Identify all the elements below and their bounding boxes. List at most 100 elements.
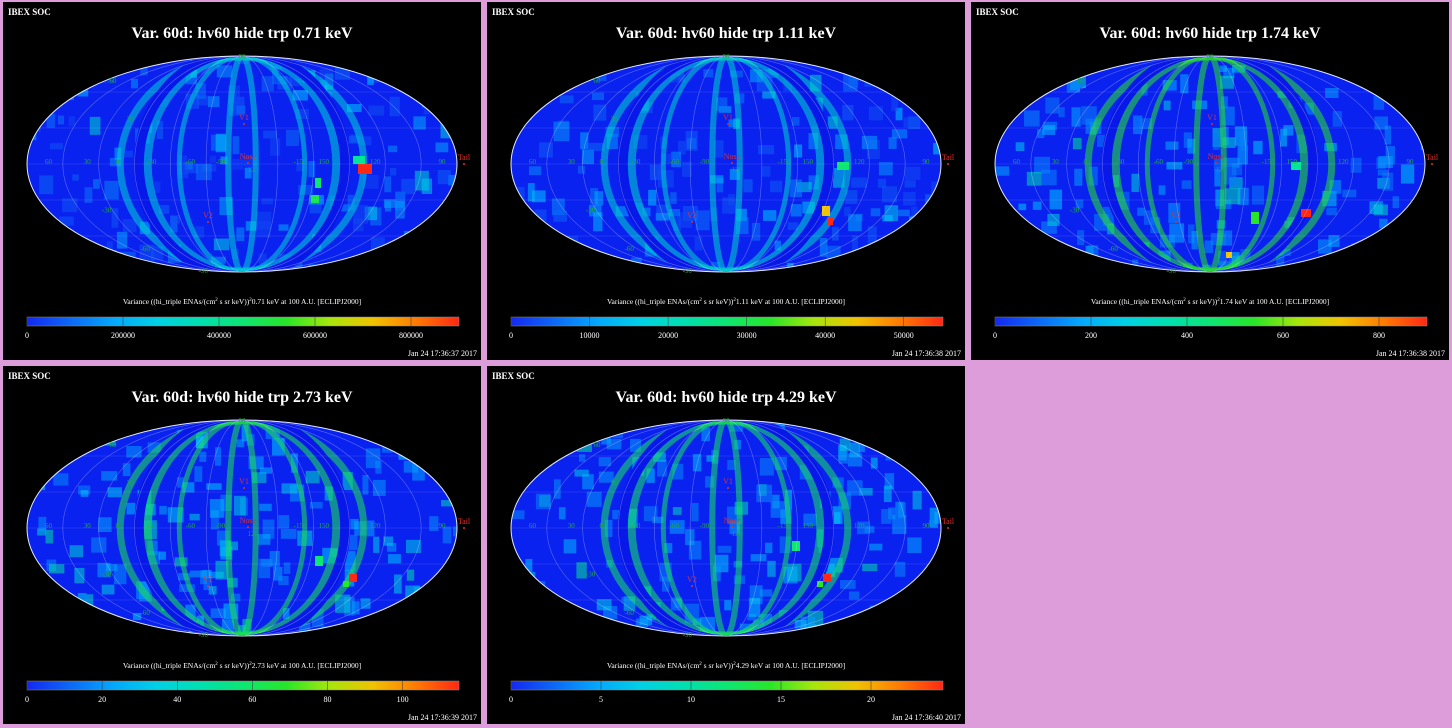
map-pixel bbox=[444, 633, 453, 636]
map-pixel bbox=[606, 133, 618, 150]
map-pixel bbox=[1304, 102, 1314, 115]
map-pixel bbox=[362, 174, 379, 189]
grid-meridian bbox=[1066, 56, 1354, 272]
map-pixel bbox=[705, 476, 715, 488]
map-pixel bbox=[706, 455, 715, 462]
map-pixel bbox=[1061, 254, 1076, 267]
map-pixel bbox=[899, 242, 906, 257]
colorbar-tick-label: 0 bbox=[509, 695, 513, 704]
map-pixel bbox=[621, 259, 634, 272]
map-pixel bbox=[27, 121, 37, 141]
map-pixel bbox=[747, 613, 757, 621]
map-pixel bbox=[122, 463, 131, 477]
map-pixel bbox=[410, 77, 419, 86]
map-pixel bbox=[199, 451, 207, 462]
map-pixel bbox=[888, 507, 896, 520]
hot-spot bbox=[1301, 209, 1311, 217]
marker-tail: Tail bbox=[458, 517, 471, 526]
map-pixel bbox=[389, 96, 400, 117]
lon-label: -30 bbox=[147, 158, 157, 166]
map-pixel bbox=[1391, 90, 1406, 99]
marker-nose: Nose bbox=[724, 152, 741, 161]
marker-dot bbox=[731, 162, 733, 164]
grid-meridian bbox=[1138, 56, 1282, 272]
grid-meridian bbox=[582, 420, 870, 636]
map-pixel bbox=[56, 83, 66, 94]
map-pixel bbox=[1369, 201, 1383, 215]
map-pixel bbox=[441, 500, 457, 507]
map-pixel bbox=[159, 205, 170, 214]
map-outline bbox=[26, 419, 458, 637]
map-pixel bbox=[527, 183, 535, 202]
map-pixel bbox=[1204, 240, 1214, 253]
marker-v1: V1 bbox=[239, 477, 249, 486]
map-pixel bbox=[1137, 207, 1145, 216]
lon-label: 0 bbox=[116, 158, 120, 166]
map-pixel bbox=[252, 472, 267, 483]
map-pixel bbox=[1012, 267, 1028, 272]
map-band bbox=[709, 420, 743, 636]
map-pixel bbox=[1369, 266, 1379, 272]
map-pixel bbox=[938, 617, 941, 628]
hot-spot bbox=[1291, 162, 1301, 170]
marker-v1: V1 bbox=[1207, 113, 1217, 122]
grid-meridian bbox=[1102, 56, 1318, 272]
map-pixel bbox=[430, 588, 443, 600]
map-pixel bbox=[361, 257, 375, 267]
grid-meridian bbox=[546, 56, 906, 272]
map-pixel bbox=[688, 540, 702, 560]
map-pixel bbox=[108, 250, 117, 266]
colorbar bbox=[510, 316, 944, 327]
grid-meridian bbox=[618, 56, 834, 272]
map-pixel bbox=[344, 551, 356, 571]
map-pixel bbox=[362, 474, 369, 495]
map-pixel bbox=[353, 218, 364, 232]
lat-label: 30 bbox=[127, 116, 135, 124]
map-pixel bbox=[1158, 185, 1166, 195]
map-pixel bbox=[694, 236, 703, 251]
map-pixel bbox=[593, 212, 603, 232]
lon-label: -90 bbox=[216, 158, 226, 166]
marker-dot bbox=[691, 585, 693, 587]
map-pixel bbox=[195, 435, 204, 449]
map-pixel bbox=[655, 212, 670, 221]
hot-spot bbox=[827, 217, 833, 225]
colorbar-tick-label: 10 bbox=[687, 695, 695, 704]
map-pixel bbox=[582, 474, 594, 490]
map-pixel bbox=[652, 516, 664, 524]
map-band bbox=[1193, 56, 1227, 272]
grid-meridian bbox=[689, 56, 763, 272]
map-pixel bbox=[563, 539, 577, 554]
map-gap bbox=[617, 420, 835, 636]
map-pixel bbox=[78, 485, 91, 495]
grid-meridian bbox=[134, 56, 350, 272]
map-pixel bbox=[285, 129, 300, 146]
map-pixel bbox=[1045, 97, 1060, 114]
lon-label: -90 bbox=[216, 522, 226, 530]
map-pixel bbox=[685, 529, 695, 546]
lat-label: -90 bbox=[1167, 267, 1177, 275]
map-pixel bbox=[728, 119, 741, 128]
lon-label: 90 bbox=[438, 522, 446, 530]
map-pixel bbox=[305, 470, 320, 484]
map-pixel bbox=[283, 562, 291, 574]
map-pixel bbox=[710, 175, 724, 184]
map-pixel bbox=[1009, 271, 1021, 272]
grid-meridian bbox=[170, 56, 314, 272]
map-pixel bbox=[91, 247, 104, 264]
map-pixel bbox=[1385, 146, 1395, 165]
map-pixel bbox=[903, 191, 916, 206]
map-pixel bbox=[89, 116, 101, 135]
map-pixel bbox=[345, 266, 357, 272]
map-pixel bbox=[531, 260, 545, 267]
map-pixel bbox=[1180, 74, 1189, 94]
map-pixel bbox=[241, 424, 249, 442]
map-pixel bbox=[673, 216, 682, 232]
lon-label: 120 bbox=[370, 522, 381, 530]
map-pixel bbox=[1421, 248, 1425, 265]
grid-meridian bbox=[134, 420, 350, 636]
map-pixel bbox=[442, 526, 452, 544]
map-pixel bbox=[664, 543, 673, 553]
map-pixel bbox=[528, 166, 542, 176]
empty-grid-cell bbox=[968, 366, 1452, 728]
